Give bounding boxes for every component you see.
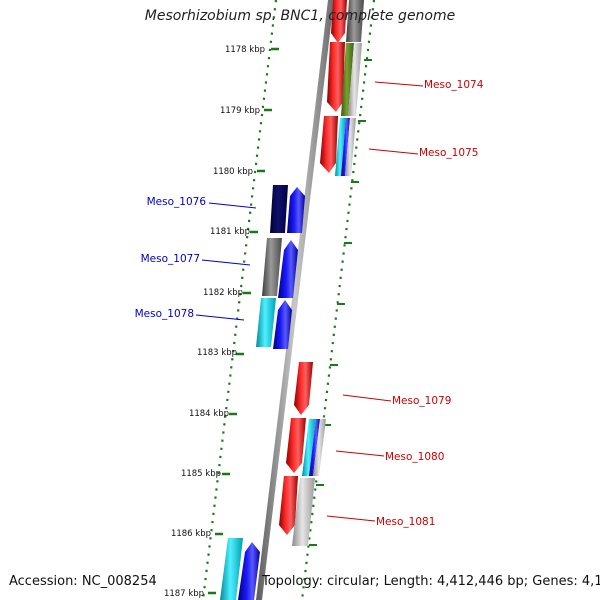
label-leader-line [201, 259, 251, 266]
gene-label-meso-1081[interactable]: Meso_1081 [376, 516, 435, 528]
tick-label: 1183 kbp [197, 348, 237, 358]
gene-feature[interactable] [341, 118, 350, 176]
gene-feature[interactable] [279, 476, 298, 535]
tick-label: 1178 kbp [225, 45, 265, 55]
tick-label: 1187 kbp [164, 589, 204, 599]
tick-label: 1185 kbp [181, 469, 221, 479]
gene-label-meso-1074[interactable]: Meso_1074 [424, 79, 484, 91]
gene-feature[interactable] [313, 419, 326, 476]
gene-feature[interactable] [348, 43, 362, 116]
gene-feature[interactable] [309, 419, 320, 476]
gene-feature[interactable] [345, 118, 356, 176]
topology-text: Topology: circular; Length: 4,412,446 bp… [262, 574, 600, 589]
gene-feature[interactable] [262, 238, 282, 296]
tick-label: 1184 kbp [189, 409, 229, 419]
gene-label-meso-1079[interactable]: Meso_1079 [392, 395, 451, 407]
gene-feature[interactable] [335, 118, 346, 176]
gene-feature[interactable] [270, 185, 288, 233]
map-title: Mesorhizobium sp. BNC1, complete genome [144, 8, 456, 24]
gene-feature[interactable] [320, 116, 338, 173]
gene-feature[interactable] [294, 362, 313, 415]
tick-label: 1182 kbp [203, 288, 243, 298]
gene-feature[interactable] [278, 240, 298, 298]
gene-label-meso-1076[interactable]: Meso_1076 [147, 196, 207, 208]
gene-feature[interactable] [286, 418, 306, 473]
gene-feature[interactable] [341, 43, 354, 116]
gene-feature[interactable] [327, 42, 345, 112]
label-leader-line [374, 81, 424, 87]
gene-feature[interactable] [287, 187, 305, 233]
gene-feature[interactable] [331, 0, 347, 43]
gene-label-meso-1075[interactable]: Meso_1075 [419, 147, 478, 159]
gene-label-meso-1078[interactable]: Meso_1078 [135, 308, 194, 320]
label-leader-line [368, 148, 419, 155]
gene-feature[interactable] [346, 0, 364, 42]
genome-backbone [256, 0, 334, 600]
label-leader-line [195, 314, 245, 321]
tick-label: 1180 kbp [213, 167, 253, 177]
label-leader-line [208, 202, 257, 209]
label-leader-line [326, 515, 376, 522]
gene-feature[interactable] [256, 298, 276, 347]
gene-label-meso-1077[interactable]: Meso_1077 [141, 253, 200, 265]
gene-feature[interactable] [273, 300, 292, 349]
tick-label: 1186 kbp [171, 529, 211, 539]
gene-label-meso-1080[interactable]: Meso_1080 [385, 451, 444, 463]
tick-label: 1179 kbp [220, 106, 260, 116]
label-leader-line [342, 394, 392, 402]
tick-marks [208, 47, 372, 595]
gene-feature[interactable] [302, 419, 316, 476]
accession-text: Accession: NC_008254 [9, 574, 157, 589]
tick-label: 1181 kbp [210, 227, 250, 237]
gene-feature[interactable] [292, 478, 315, 546]
label-leader-line [335, 450, 385, 457]
gene-feature[interactable] [220, 538, 243, 600]
gene-feature[interactable] [238, 542, 260, 600]
